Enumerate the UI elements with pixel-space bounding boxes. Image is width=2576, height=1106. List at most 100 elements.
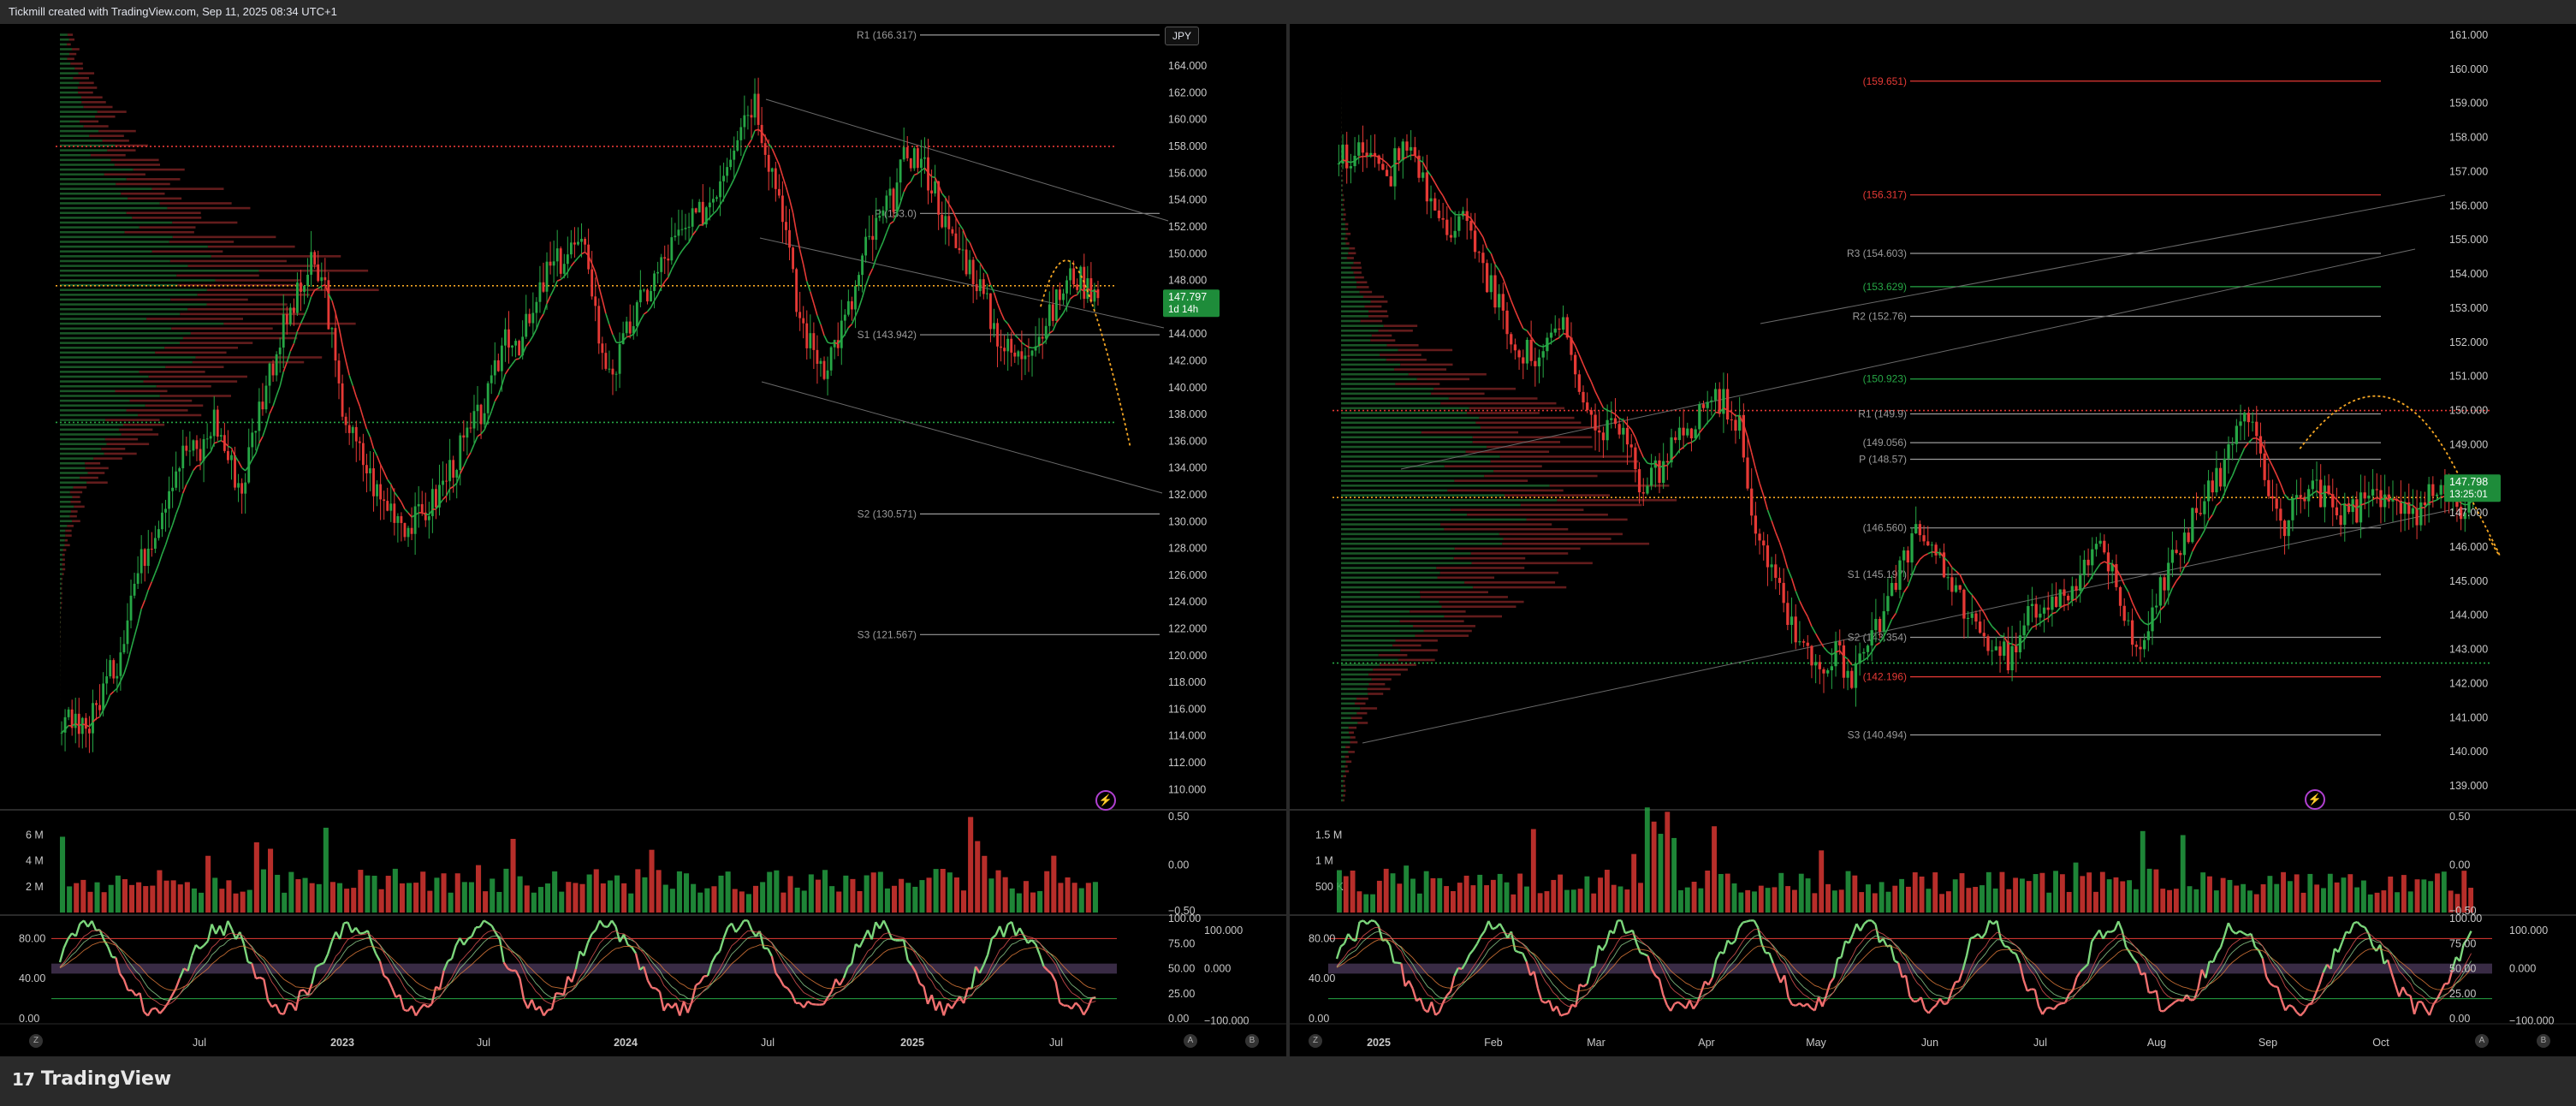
oscillator-line (2211, 952, 2218, 963)
moving-average-segment (507, 363, 513, 370)
oscillator-line (191, 944, 198, 956)
zoom-icon[interactable]: Z (1309, 1034, 1322, 1048)
moving-average-segment (2223, 483, 2229, 494)
volume-bar (1370, 894, 1375, 913)
auto-scale-icon[interactable]: A (1184, 1034, 1197, 1048)
candle-body (958, 247, 961, 251)
moving-average-segment (965, 237, 970, 243)
moving-average-segment (539, 313, 544, 320)
oscillator-line (1475, 936, 1482, 945)
volume-profile-bar-green (1341, 498, 1558, 502)
volume-profile-bar-green (60, 500, 71, 503)
oscillator-line (1768, 952, 1774, 964)
log-scale-icon[interactable]: B (2537, 1034, 2550, 1048)
candle-body (989, 293, 992, 330)
candle-body (230, 455, 233, 461)
volume-bar (1644, 807, 1650, 913)
volume-profile-bar-green (1341, 281, 1357, 284)
auto-scale-icon[interactable]: A (2475, 1034, 2489, 1048)
candle-body (1686, 428, 1689, 436)
moving-average-segment (2068, 600, 2073, 605)
moving-average-segment (656, 287, 662, 295)
candle-body (694, 208, 697, 213)
volume-profile-bar-green (1341, 247, 1350, 250)
volume-profile-bar-green (1341, 649, 1401, 651)
volume-profile-bar-red (1504, 494, 1611, 497)
oscillator-line (1772, 962, 1778, 973)
moving-average-segment (1374, 155, 1380, 158)
candle-body (2431, 484, 2435, 497)
moving-average-segment (1073, 294, 1077, 297)
volume-bar (1356, 891, 1362, 913)
volume-bar (1030, 892, 1036, 913)
left-chart-svg[interactable]: R1 (166.317)P (153.0)S1 (143.942)S2 (130… (0, 24, 1286, 1056)
zoom-icon[interactable]: Z (29, 1034, 43, 1048)
candle-body (1445, 219, 1449, 235)
volume-profile-bar-green (60, 587, 62, 590)
volume-profile-bar-green (60, 514, 70, 518)
pivot-label: S3 (121.567) (858, 628, 917, 640)
volume-bar (2187, 886, 2193, 913)
volume-profile-bar-red (145, 404, 204, 407)
lightning-icon[interactable]: ⚡ (2305, 789, 2325, 810)
candle-body (1790, 616, 1794, 625)
moving-average-segment (1606, 409, 1612, 413)
y-tick-label: 143.000 (2449, 644, 2488, 656)
right-chart-pane[interactable]: (159.651) (156.317) R3 (154.603) (153.629) R… (1290, 24, 2576, 1056)
volume-profile-bar-green (60, 606, 61, 609)
tradingview-logo[interactable]: 17 TradingView (12, 1068, 171, 1090)
log-scale-icon[interactable]: B (1245, 1034, 1259, 1048)
candle-body (95, 703, 98, 705)
y-tick-label: 150.000 (1168, 247, 1207, 259)
volume-profile-bar-red (1356, 711, 1368, 715)
candle-body (1589, 410, 1594, 415)
lightning-icon[interactable]: ⚡ (1095, 790, 1116, 811)
oscillator-line (2033, 989, 2040, 1007)
moving-average-segment (2083, 582, 2089, 588)
moving-average-segment (587, 255, 593, 265)
moving-average-segment (2428, 500, 2434, 504)
moving-average-segment (941, 193, 947, 199)
oscillator-line (2353, 920, 2358, 925)
moving-average-segment (376, 455, 382, 465)
moving-average-segment (864, 275, 870, 286)
symbol-badge[interactable]: JPY (1165, 27, 1200, 45)
volume-profile-bar-red (1342, 184, 1344, 187)
volume-bar (2395, 892, 2400, 913)
candle-body (1377, 155, 1380, 164)
volume-profile-bar-green (1341, 740, 1350, 744)
oscillator-line (878, 919, 885, 930)
moving-average-segment (664, 276, 669, 282)
volume-profile-bar-red (1341, 175, 1343, 177)
candle-body (2279, 508, 2282, 521)
candle-body (944, 216, 947, 228)
oscillator-line (2300, 1010, 2306, 1017)
right-chart-svg[interactable]: (159.651)(156.317)R3 (154.603)(153.629)R… (1290, 24, 2576, 1056)
countdown-label: 1d 14h (1168, 305, 1198, 315)
candle-body (2070, 586, 2074, 601)
volume-profile-bar-green (60, 375, 149, 378)
volume-profile-bar-red (211, 255, 341, 258)
moving-average-segment (636, 319, 642, 329)
left-chart-pane[interactable]: R1 (166.317) P (153.0) S1 (143.942) S2 (130… (0, 24, 1286, 1056)
volume-profile-bar-red (1386, 343, 1419, 347)
moving-average-segment (2015, 643, 2021, 646)
candle-body (743, 115, 746, 128)
volume-profile-bar-green (60, 380, 144, 383)
candle-body (1069, 268, 1071, 281)
volume-profile-bar-green (60, 312, 181, 316)
candle-body (403, 522, 407, 538)
oscillator-line (430, 986, 437, 1005)
volume-bar (1819, 850, 1825, 913)
volume-bar (1631, 853, 1637, 913)
volume-profile-bar-red (148, 375, 247, 378)
moving-average-segment (421, 512, 426, 515)
oscillator-line (1575, 984, 1581, 1008)
candle-body (2375, 489, 2378, 491)
oscillator-line (2451, 956, 2457, 971)
volume-profile-bar-green (1341, 175, 1342, 177)
moving-average-segment (525, 341, 531, 347)
volume-profile-bar-green (60, 110, 98, 113)
oscillator-line (1612, 920, 1619, 934)
oscillator-line (2280, 999, 2287, 1011)
